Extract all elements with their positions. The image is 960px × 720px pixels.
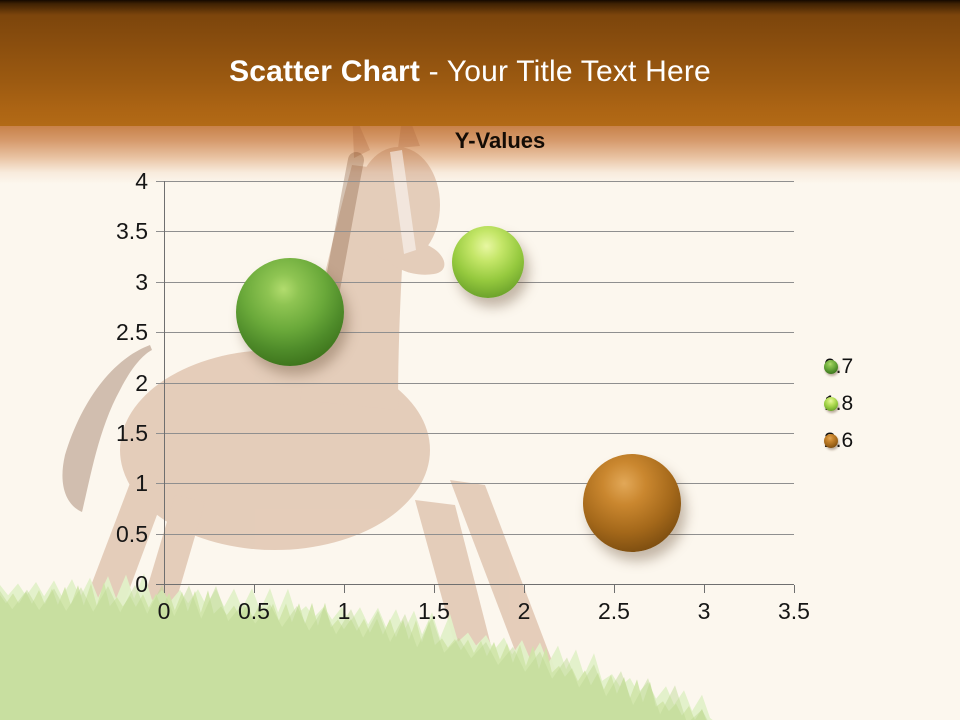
gridline-y-1.5 bbox=[156, 432, 794, 434]
legend-item: 0.7 bbox=[824, 348, 853, 385]
x-axis-tick-label: 2 bbox=[517, 598, 531, 624]
legend-item: 1.8 bbox=[824, 385, 853, 422]
legend-marker-icon bbox=[824, 396, 838, 411]
x-axis-tick-label: 2.5 bbox=[598, 598, 630, 624]
horse-body bbox=[120, 350, 430, 550]
gridline-y-0.5 bbox=[156, 533, 794, 535]
y-axis-tick-label: 0 bbox=[135, 571, 148, 597]
x-axis-tick-label: 0 bbox=[157, 598, 171, 624]
y-axis-tick-label: 2 bbox=[135, 369, 148, 396]
gridline-y-2.5 bbox=[156, 332, 794, 334]
y-axis-tick-label: 3 bbox=[135, 268, 148, 295]
y-axis-tick-label: 1.5 bbox=[116, 419, 148, 446]
x-axis-tick-label: 3 bbox=[697, 598, 711, 624]
grass-layer bbox=[0, 584, 708, 720]
x-axis-tick-label: 1 bbox=[337, 598, 351, 624]
x-axis-tick bbox=[344, 585, 345, 593]
gridline-y-1 bbox=[156, 483, 794, 485]
legend-item: 2.6 bbox=[824, 422, 853, 459]
x-axis-tick bbox=[434, 585, 435, 593]
bubble-series-2.6 bbox=[583, 454, 681, 553]
y-axis-tick-label: 4 bbox=[135, 168, 148, 194]
legend-marker-icon bbox=[824, 433, 838, 448]
slide-title: Scatter Chart - Your Title Text Here bbox=[0, 52, 940, 92]
legend-marker-icon bbox=[824, 359, 838, 374]
x-axis-tick bbox=[254, 585, 255, 593]
bubble-series-0.7 bbox=[236, 257, 344, 366]
gridline-y-2 bbox=[156, 382, 794, 384]
bubble-series-1.8 bbox=[452, 225, 524, 298]
slide-header: Scatter Chart - Your Title Text Here bbox=[0, 0, 960, 126]
slide-title-rest: - Your Title Text Here bbox=[420, 55, 711, 88]
grass-layer bbox=[0, 582, 707, 720]
chart-legend: 0.7 1.8 2.6 bbox=[824, 348, 853, 459]
horse-tail bbox=[62, 345, 152, 512]
y-axis-tick-label: 1 bbox=[135, 470, 148, 497]
gridline-y-4 bbox=[156, 181, 794, 182]
chart-title: Y-Values bbox=[454, 128, 546, 153]
x-axis-tick-label: 1.5 bbox=[418, 598, 450, 624]
horse-blaze bbox=[390, 150, 416, 254]
y-axis-tick-label: 0.5 bbox=[116, 520, 148, 547]
x-axis-tick-label: 0.5 bbox=[238, 598, 270, 624]
x-axis-tick bbox=[704, 585, 705, 593]
gridline-y-0 bbox=[156, 584, 794, 585]
y-axis-tick-label: 3.5 bbox=[116, 218, 148, 245]
header-fade bbox=[0, 126, 960, 184]
y-axis-line bbox=[164, 181, 165, 584]
x-axis-tick bbox=[524, 585, 525, 593]
x-axis-tick bbox=[164, 585, 165, 593]
slide-title-bold: Scatter Chart bbox=[229, 55, 421, 88]
x-axis-tick bbox=[614, 585, 615, 593]
x-axis-tick-label: 3.5 bbox=[778, 598, 810, 624]
y-axis-tick-label: 2.5 bbox=[116, 319, 148, 346]
x-axis-tick bbox=[794, 585, 795, 593]
